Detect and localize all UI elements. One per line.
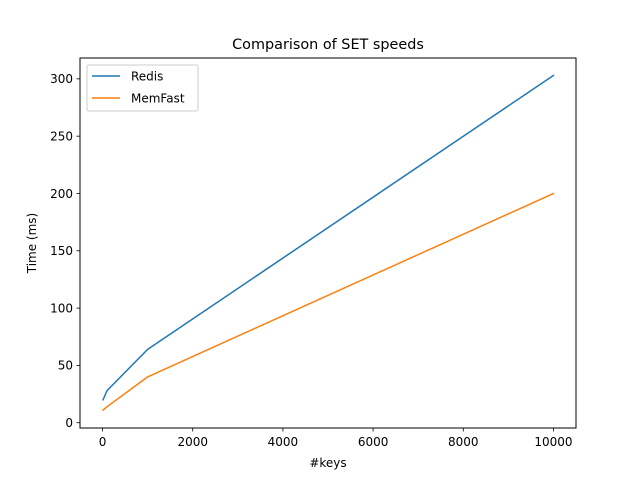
y-tick-label: 50	[58, 359, 73, 373]
x-tick-label: 8000	[448, 435, 479, 449]
legend-label-memfast: MemFast	[131, 91, 185, 105]
x-tick-label: 10000	[534, 435, 572, 449]
legend-label-redis: Redis	[131, 69, 163, 83]
y-axis-title: Time (ms)	[25, 213, 39, 275]
y-tick-label: 100	[50, 301, 73, 315]
series-line-memfast	[101, 192, 555, 412]
y-tick-label: 250	[50, 129, 73, 143]
y-axis-ticks: 0 50 100 150 200 250 300	[50, 72, 80, 430]
x-axis-title: #keys	[309, 456, 346, 470]
plot-area	[101, 74, 555, 412]
x-axis-ticks: 0 2000 4000 6000 8000 10000	[99, 428, 573, 449]
x-tick-label: 0	[99, 435, 107, 449]
legend: Redis MemFast	[86, 64, 199, 112]
y-tick-label: 0	[65, 416, 73, 430]
x-tick-label: 4000	[268, 435, 299, 449]
axes-frame	[79, 57, 577, 429]
y-tick-label: 200	[50, 187, 73, 201]
y-tick-label: 300	[50, 72, 73, 86]
x-tick-label: 2000	[177, 435, 208, 449]
x-tick-label: 6000	[358, 435, 389, 449]
y-tick-label: 150	[50, 244, 73, 258]
series-line-redis	[102, 74, 555, 401]
chart-title: Comparison of SET speeds	[232, 37, 424, 53]
